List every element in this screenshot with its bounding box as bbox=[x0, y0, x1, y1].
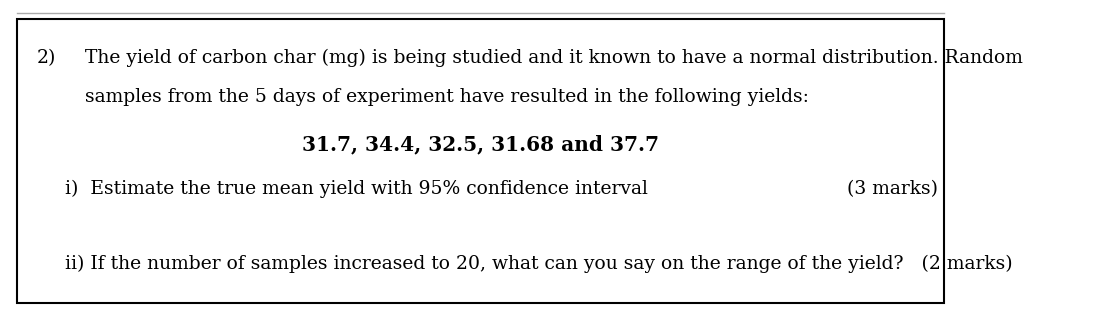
Text: ii) If the number of samples increased to 20, what can you say on the range of t: ii) If the number of samples increased t… bbox=[66, 254, 1013, 273]
Text: 31.7, 34.4, 32.5, 31.68 and 37.7: 31.7, 34.4, 32.5, 31.68 and 37.7 bbox=[303, 134, 659, 154]
Text: The yield of carbon char (mg) is being studied and it known to have a normal dis: The yield of carbon char (mg) is being s… bbox=[85, 49, 1023, 67]
Text: 2): 2) bbox=[37, 49, 56, 67]
Text: i)  Estimate the true mean yield with 95% confidence interval: i) Estimate the true mean yield with 95%… bbox=[66, 180, 648, 198]
Text: (3 marks): (3 marks) bbox=[847, 180, 938, 198]
FancyBboxPatch shape bbox=[18, 19, 945, 303]
Text: samples from the 5 days of experiment have resulted in the following yields:: samples from the 5 days of experiment ha… bbox=[85, 88, 808, 106]
